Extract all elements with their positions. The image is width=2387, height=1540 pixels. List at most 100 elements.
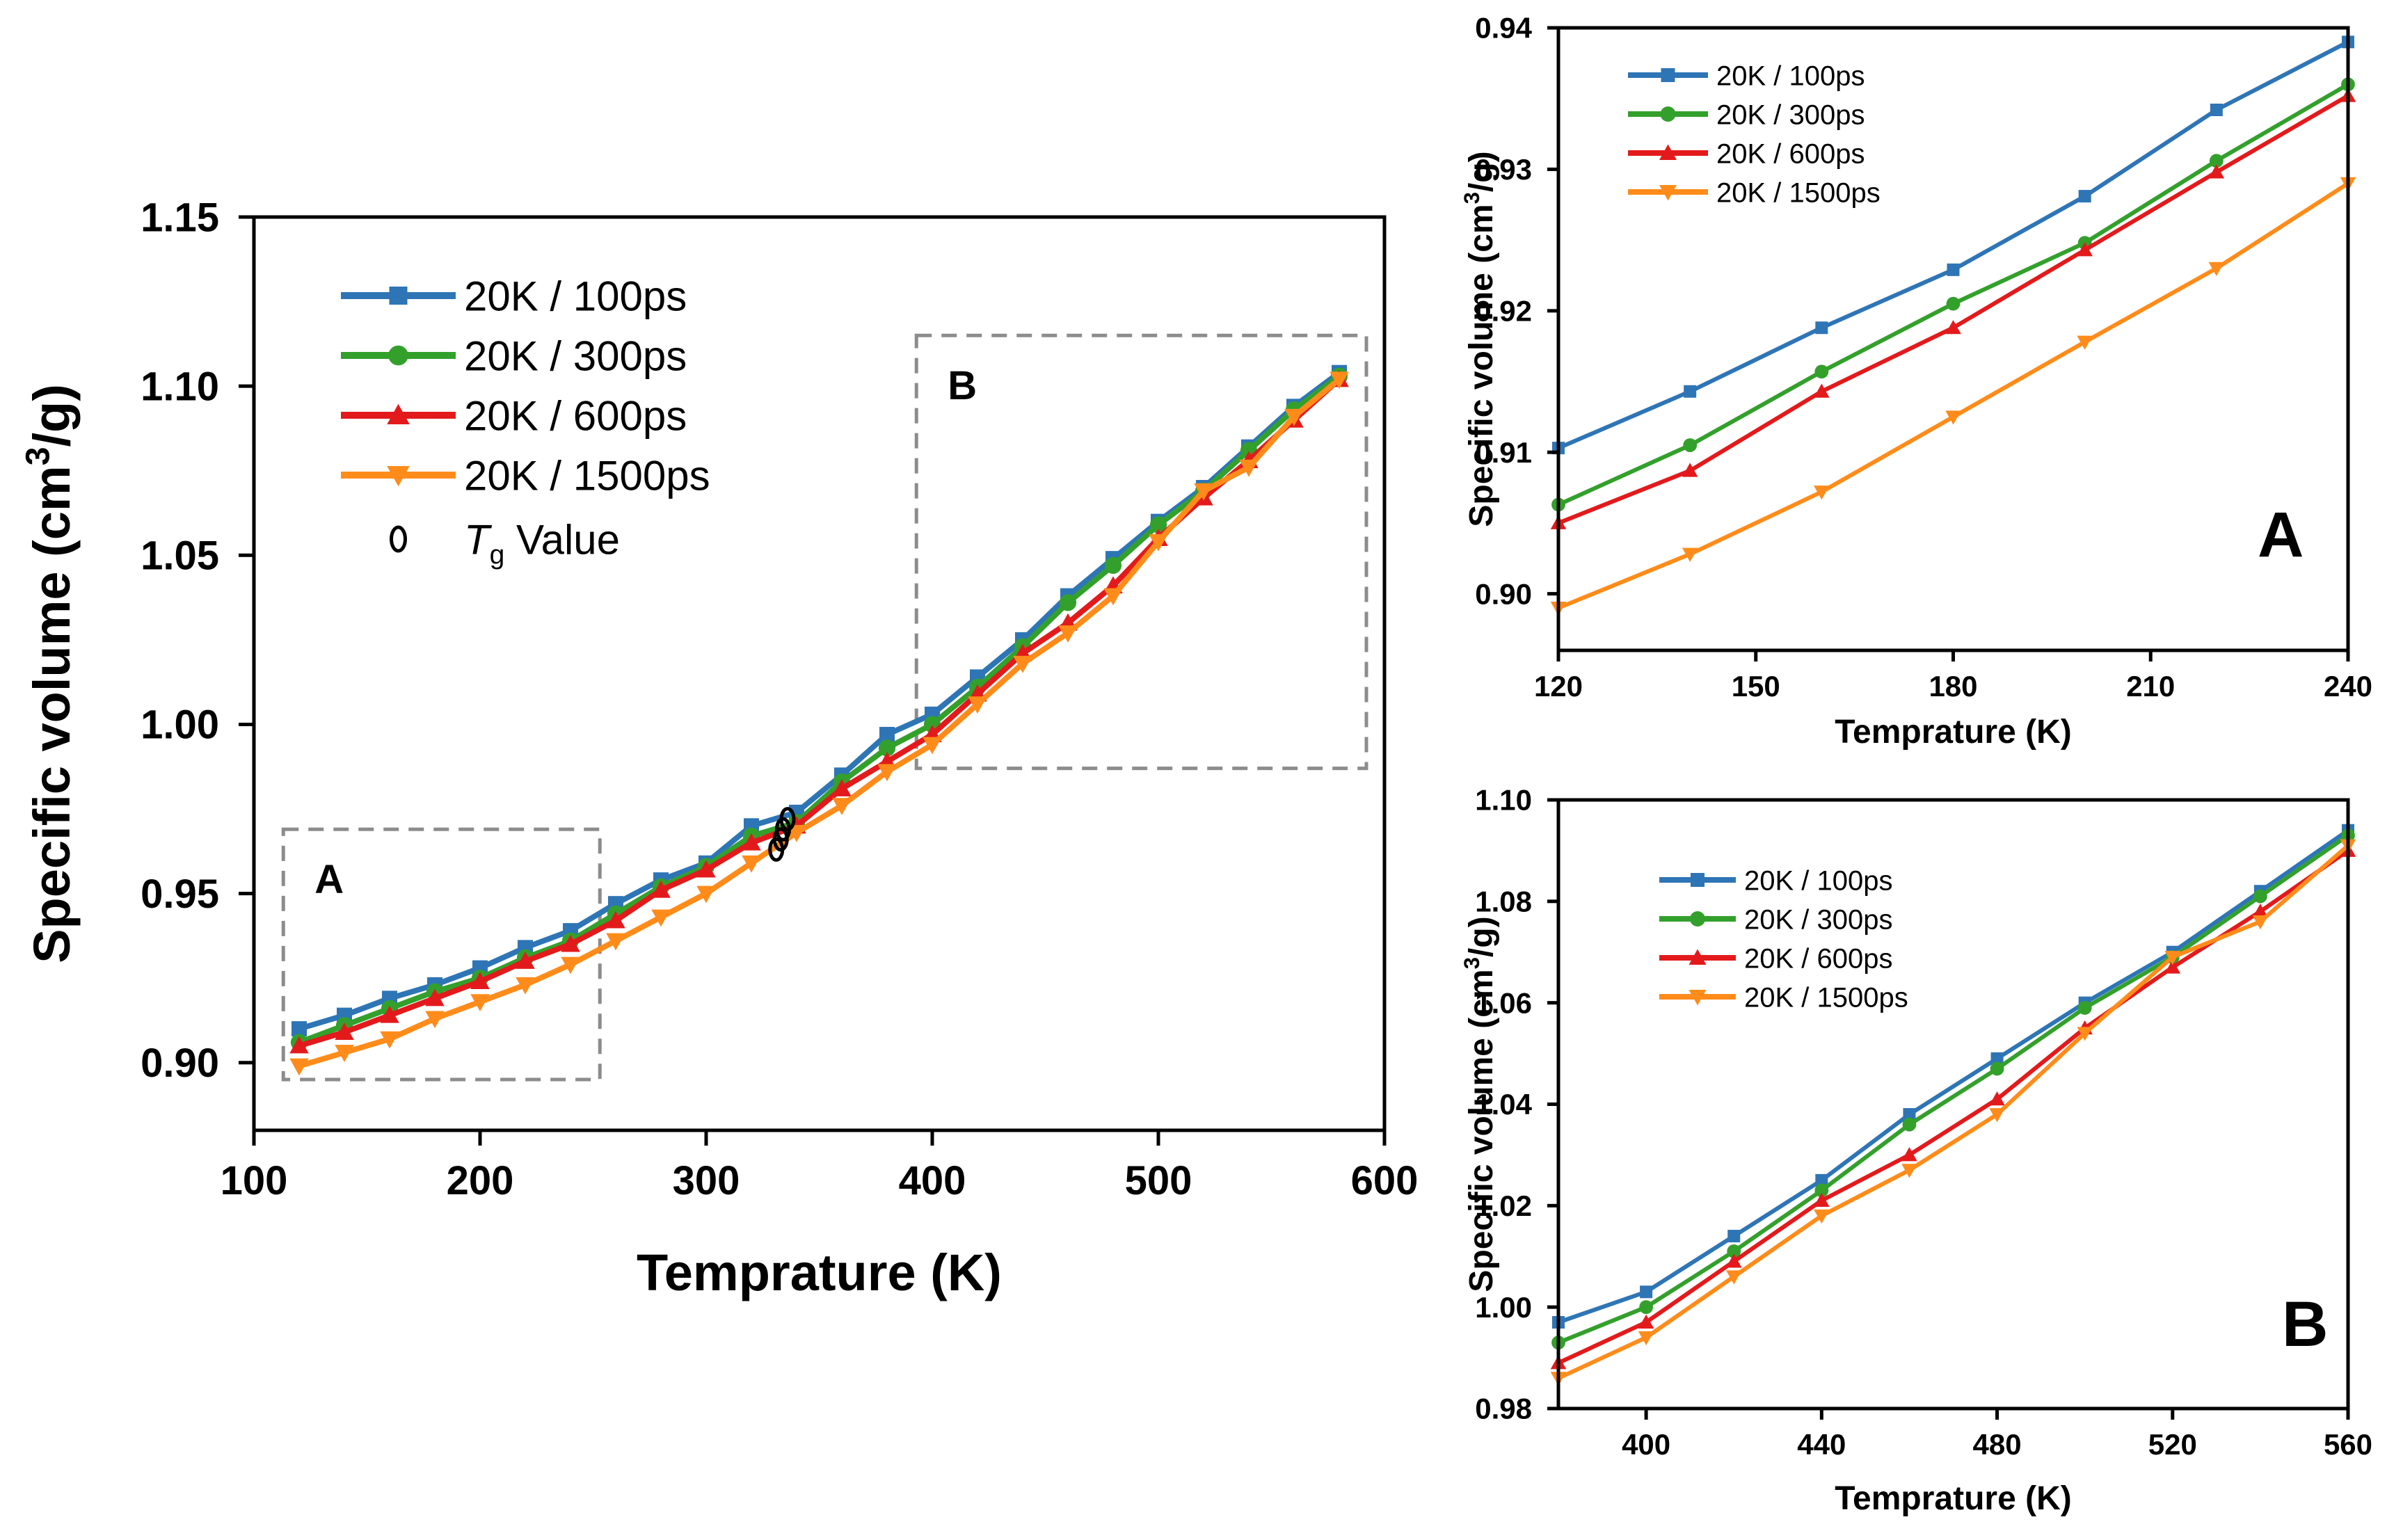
x-axis-title: Temprature (K)	[637, 1244, 1002, 1301]
data-point	[292, 1021, 307, 1037]
data-point	[1946, 296, 1961, 311]
x-tick-label: 400	[899, 1158, 966, 1203]
data-point	[832, 798, 852, 815]
legend-item: 20K / 300ps	[1659, 904, 1893, 935]
data-point	[1149, 534, 1168, 552]
data-point	[1814, 1192, 1830, 1208]
data-point	[2077, 335, 2093, 350]
data-point	[1682, 463, 1698, 477]
data-point	[1725, 1253, 1742, 1268]
data-point	[2164, 959, 2181, 974]
x-tick-label: 560	[2324, 1428, 2372, 1461]
y-tick-label: 0.95	[141, 872, 219, 917]
data-point	[651, 909, 671, 927]
data-point	[878, 739, 896, 757]
data-point	[1684, 385, 1697, 398]
series-line	[298, 377, 1341, 1069]
x-axis-title: Temprature (K)	[1835, 714, 2071, 751]
x-tick-label: 180	[1929, 670, 1977, 703]
legend-label: 20K / 100ps	[464, 273, 687, 320]
plot-frame	[1556, 26, 2350, 652]
legend-marker	[1690, 911, 1705, 927]
y-tick-label: 1.02	[1475, 1189, 1532, 1222]
data-point	[1989, 1091, 2005, 1106]
legend: 20K / 100ps 20K / 300ps 20K / 600ps 20K / 1…	[341, 273, 710, 570]
data-point	[1194, 483, 1213, 501]
data-point	[832, 779, 852, 796]
data-point	[2077, 242, 2093, 257]
y-tick-label: 1.04	[1475, 1088, 1532, 1121]
x-tick-label: 120	[1534, 670, 1583, 703]
data-point	[877, 764, 897, 782]
data-point	[1638, 1314, 1654, 1329]
y-tick-label: 0.98	[1475, 1393, 1532, 1425]
data-point	[1815, 1173, 1828, 1187]
data-point	[1149, 516, 1167, 534]
series-line	[1557, 82, 2349, 507]
data-point	[1990, 1061, 2004, 1076]
data-point	[289, 1058, 309, 1076]
legend: 20K / 100ps 20K / 300ps 20K / 600ps 20K / 1…	[1628, 61, 1881, 208]
data-point	[1814, 364, 1829, 379]
data-point	[1901, 1147, 1917, 1162]
data-point	[879, 727, 895, 743]
y-tick-label: 0.94	[1475, 12, 1532, 45]
data-point	[1638, 1331, 1654, 1346]
tg-point	[779, 807, 796, 832]
legend-label: 20K / 600ps	[1716, 138, 1865, 169]
data-point	[1104, 556, 1122, 574]
data-point	[1989, 1108, 2005, 1123]
zoom-box-b	[914, 333, 1368, 771]
data-point	[516, 977, 535, 995]
data-point	[1013, 655, 1032, 673]
y-tick-label: 0.91	[1475, 436, 1532, 469]
legend-marker	[1691, 873, 1705, 887]
data-point	[1814, 1183, 1829, 1198]
legend-item: 20K / 600ps	[1628, 138, 1865, 169]
x-tick-label: 440	[1797, 1428, 1846, 1461]
plot-frame	[252, 215, 1387, 1132]
data-point	[1901, 1164, 1917, 1178]
legend-marker	[388, 345, 408, 366]
legend-item: 20K / 1500ps	[1659, 982, 1908, 1013]
legend-item: 20K / 1500ps	[1628, 177, 1881, 208]
legend-marker	[387, 403, 410, 424]
y-axis-title: Specific volume (cm3/g)	[1460, 151, 1500, 527]
data-point	[1682, 547, 1698, 562]
legend-label: 20K / 600ps	[464, 393, 687, 440]
data-point	[335, 1022, 354, 1040]
series-line	[298, 377, 1341, 1049]
legend-marker	[1689, 990, 1707, 1006]
data-point	[470, 994, 490, 1011]
y-tick-label: 1.08	[1475, 885, 1532, 918]
legend-item: 20K / 600ps	[341, 393, 687, 440]
series-line	[298, 370, 1341, 1032]
data-point	[380, 1005, 399, 1023]
data-point	[470, 972, 490, 990]
data-point	[696, 860, 716, 878]
legend-tg-label: Tg Value	[464, 517, 620, 570]
series-line	[1557, 40, 2349, 450]
y-tick-label: 1.05	[141, 534, 219, 579]
data-point	[425, 1011, 445, 1029]
legend-marker	[387, 466, 410, 487]
data-point	[2252, 904, 2269, 918]
x-tick-label: 480	[1973, 1428, 2022, 1461]
data-point	[1990, 1052, 2004, 1065]
y-tick-label: 0.90	[1475, 577, 1532, 610]
y-tick-label: 0.90	[141, 1041, 219, 1086]
data-point	[696, 885, 716, 904]
legend-item: 20K / 300ps	[1628, 99, 1865, 130]
data-point	[742, 833, 761, 851]
legend-label: 20K / 1500ps	[464, 453, 710, 499]
data-point	[1239, 459, 1259, 477]
data-point	[1330, 371, 1349, 390]
zoom-box-a	[281, 827, 602, 1082]
data-point	[606, 933, 625, 951]
data-point	[923, 737, 942, 755]
legend-marker	[389, 287, 408, 305]
data-point	[1945, 410, 1961, 425]
legend-item: 20K / 300ps	[341, 333, 687, 380]
y-tick-label: 1.00	[1475, 1291, 1532, 1324]
y-tick-label: 0.93	[1475, 153, 1532, 186]
